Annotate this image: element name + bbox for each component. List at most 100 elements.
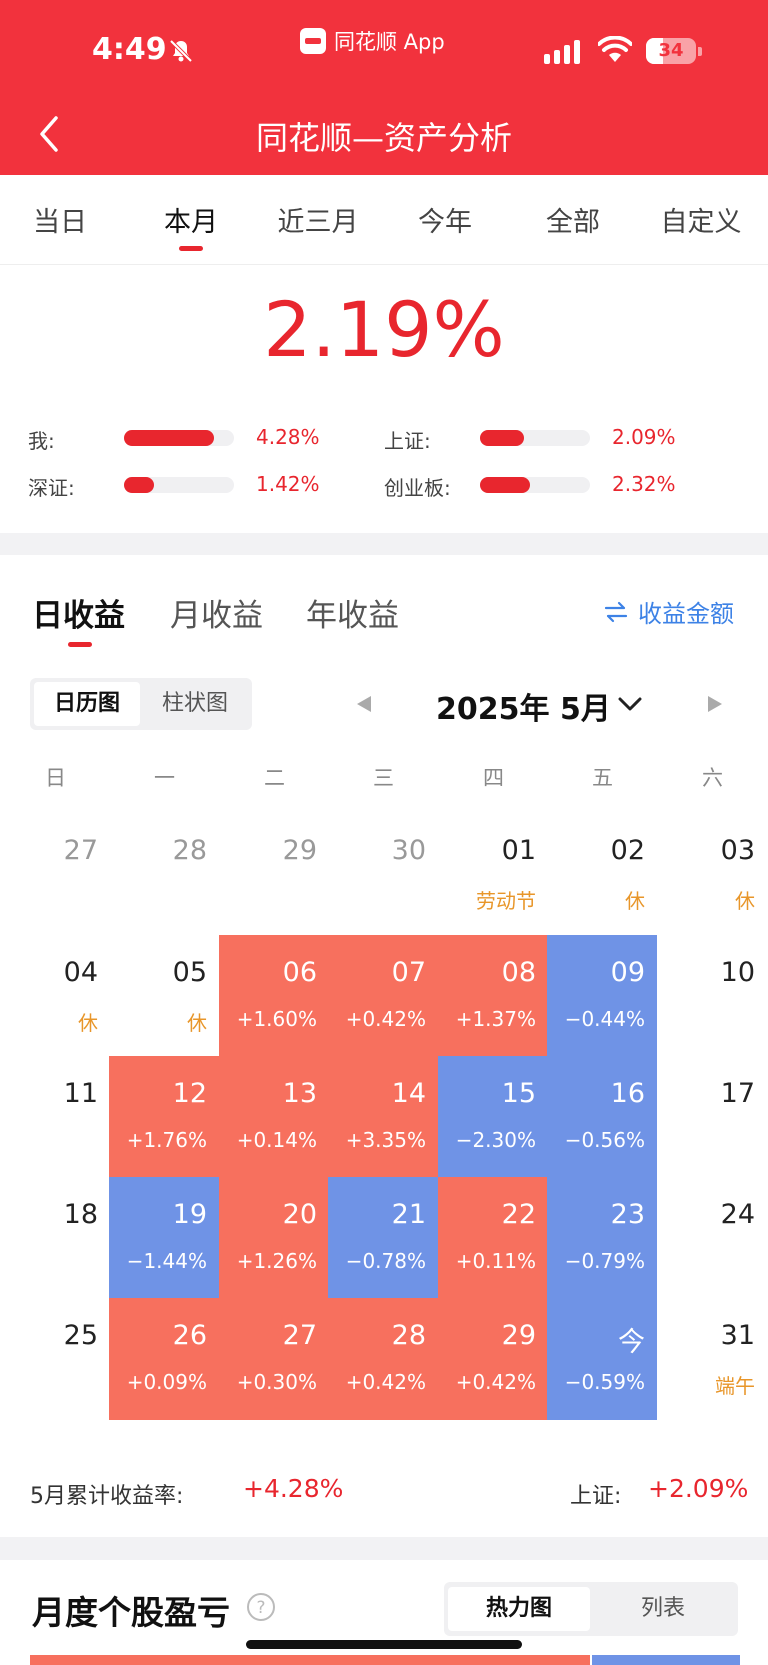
month-selector[interactable]: 2025年 5月 xyxy=(436,692,611,727)
calendar-day-cell[interactable]: 12 +1.76% xyxy=(109,1056,219,1178)
calendar-day-cell[interactable]: 19 −1.44% xyxy=(109,1177,219,1299)
status-time: 4:49 xyxy=(92,32,167,67)
tab-today[interactable]: 当日 xyxy=(33,207,87,238)
wifi-icon xyxy=(598,36,632,62)
toggle-amount-button[interactable]: 收益金额 xyxy=(604,594,734,629)
calendar-day-cell[interactable]: 07 +0.42% xyxy=(328,935,438,1057)
calendar-day-cell[interactable]: 27 xyxy=(0,813,110,935)
calendar-day-cell[interactable]: 05 休 xyxy=(109,935,219,1057)
calendar-day-cell[interactable]: 10 xyxy=(657,935,767,1057)
calendar-day-return: −0.59% xyxy=(564,1370,645,1394)
calendar-view-button[interactable]: 日历图 xyxy=(34,682,140,726)
calendar-day-cell[interactable]: 22 +0.11% xyxy=(438,1177,548,1299)
calendar-day-cell[interactable]: 15 −2.30% xyxy=(438,1056,548,1178)
calendar-day-return: −0.78% xyxy=(345,1249,426,1273)
calendar-day-number: 23 xyxy=(610,1199,645,1230)
calendar-day-cell[interactable]: 28 +0.42% xyxy=(328,1298,438,1420)
calendar-day-number: 20 xyxy=(282,1199,317,1230)
header-bar: 4:49 同花顺 App 34 同花顺—资产分析 xyxy=(0,0,768,175)
compare-value-shanghai: 2.09% xyxy=(612,425,676,449)
tab-daily-returns[interactable]: 日收益 xyxy=(32,598,125,634)
calendar-day-cell[interactable]: 13 +0.14% xyxy=(219,1056,329,1178)
list-view-button[interactable]: 列表 xyxy=(640,1596,685,1621)
calendar-day-cell[interactable]: 今 −0.59% xyxy=(547,1298,657,1420)
calendar-day-number: 24 xyxy=(720,1199,755,1230)
calendar-day-cell[interactable]: 08 +1.37% xyxy=(438,935,548,1057)
calendar-day-number: 05 xyxy=(172,957,207,988)
compare-bar-me xyxy=(124,430,234,446)
calendar-day-return: −0.56% xyxy=(564,1128,645,1152)
calendar-day-cell[interactable]: 29 xyxy=(219,813,329,935)
page-title: 同花顺—资产分析 xyxy=(255,119,512,157)
calendar-day-cell[interactable]: 27 +0.30% xyxy=(219,1298,329,1420)
calendar-day-cell[interactable]: 14 +3.35% xyxy=(328,1056,438,1178)
compare-label-shanghai: 上证: xyxy=(384,429,431,453)
compare-bar-fill xyxy=(124,430,215,446)
calendar-day-cell[interactable]: 03 休 xyxy=(657,813,767,935)
calendar-day-cell[interactable]: 23 −0.79% xyxy=(547,1177,657,1299)
month-return-value: +4.28% xyxy=(243,1474,344,1503)
compare-value-shenzhen: 1.42% xyxy=(256,472,320,496)
heatmap-view-button[interactable]: 热力图 xyxy=(448,1587,590,1631)
calendar-day-number: 10 xyxy=(720,957,755,988)
battery-indicator: 34 xyxy=(646,38,696,64)
calendar-day-return: +1.37% xyxy=(455,1007,536,1031)
calendar-day-return: +0.14% xyxy=(236,1128,317,1152)
bar-view-button[interactable]: 柱状图 xyxy=(161,691,228,716)
calendar-day-return: −2.30% xyxy=(455,1128,536,1152)
calendar-day-cell[interactable]: 04 休 xyxy=(0,935,110,1057)
tab-yearly-returns[interactable]: 年收益 xyxy=(306,598,399,634)
chevron-down-icon[interactable] xyxy=(616,690,644,718)
calendar-day-number: 27 xyxy=(282,1320,317,1351)
compare-value-chinext: 2.32% xyxy=(612,472,676,496)
calendar-day-cell[interactable]: 20 +1.26% xyxy=(219,1177,329,1299)
calendar-day-number: 11 xyxy=(63,1078,98,1109)
compare-bar-shenzhen xyxy=(124,477,234,493)
bell-muted-icon xyxy=(169,39,193,63)
calendar-day-number: 29 xyxy=(501,1320,536,1351)
back-arrow-icon[interactable] xyxy=(36,114,66,154)
tab-monthly-returns[interactable]: 月收益 xyxy=(170,598,263,634)
back-to-app-link[interactable]: 同花顺 App xyxy=(300,26,445,56)
calendar-day-number: 21 xyxy=(391,1199,426,1230)
calendar-day-cell[interactable]: 11 xyxy=(0,1056,110,1178)
calendar-day-cell[interactable]: 31 端午 xyxy=(657,1298,767,1420)
weekday-label: 五 xyxy=(592,766,613,790)
calendar-day-cell[interactable]: 28 xyxy=(109,813,219,935)
help-icon[interactable]: ? xyxy=(246,1592,276,1622)
calendar-day-return: +0.09% xyxy=(126,1370,207,1394)
calendar-day-cell[interactable]: 25 xyxy=(0,1298,110,1420)
calendar-day-number: 15 xyxy=(501,1078,536,1109)
calendar-day-cell[interactable]: 17 xyxy=(657,1056,767,1178)
calendar-day-cell[interactable]: 16 −0.56% xyxy=(547,1056,657,1178)
calendar-day-cell[interactable]: 06 +1.60% xyxy=(219,935,329,1057)
weekday-label: 三 xyxy=(373,766,394,790)
index-return-label: 上证: xyxy=(570,1484,622,1509)
prev-month-icon[interactable] xyxy=(355,694,373,714)
tab-all[interactable]: 全部 xyxy=(546,207,600,238)
calendar-day-cell[interactable]: 21 −0.78% xyxy=(328,1177,438,1299)
calendar-day-cell[interactable]: 01 劳动节 xyxy=(438,813,548,935)
next-month-icon[interactable] xyxy=(706,694,724,714)
weekday-label: 六 xyxy=(702,766,723,790)
compare-value-me: 4.28% xyxy=(256,425,320,449)
calendar-day-number: 13 xyxy=(282,1078,317,1109)
calendar-day-return: −0.44% xyxy=(564,1007,645,1031)
calendar-day-cell[interactable]: 29 +0.42% xyxy=(438,1298,548,1420)
calendar-day-number: 22 xyxy=(501,1199,536,1230)
compare-bar-shanghai xyxy=(480,430,590,446)
calendar-day-cell[interactable]: 02 休 xyxy=(547,813,657,935)
calendar-day-number: 06 xyxy=(282,957,317,988)
calendar-day-cell[interactable]: 09 −0.44% xyxy=(547,935,657,1057)
calendar-day-cell[interactable]: 26 +0.09% xyxy=(109,1298,219,1420)
tab-last-three-months[interactable]: 近三月 xyxy=(277,207,359,238)
calendar-day-cell[interactable]: 24 xyxy=(657,1177,767,1299)
calendar-day-number: 09 xyxy=(610,957,645,988)
calendar-day-cell[interactable]: 18 xyxy=(0,1177,110,1299)
calendar-day-number: 28 xyxy=(172,835,207,866)
tab-this-year[interactable]: 今年 xyxy=(418,207,472,238)
tab-this-month[interactable]: 本月 xyxy=(164,207,218,238)
tab-custom[interactable]: 自定义 xyxy=(660,207,742,238)
toggle-amount-label: 收益金额 xyxy=(638,600,734,628)
calendar-day-cell[interactable]: 30 xyxy=(328,813,438,935)
